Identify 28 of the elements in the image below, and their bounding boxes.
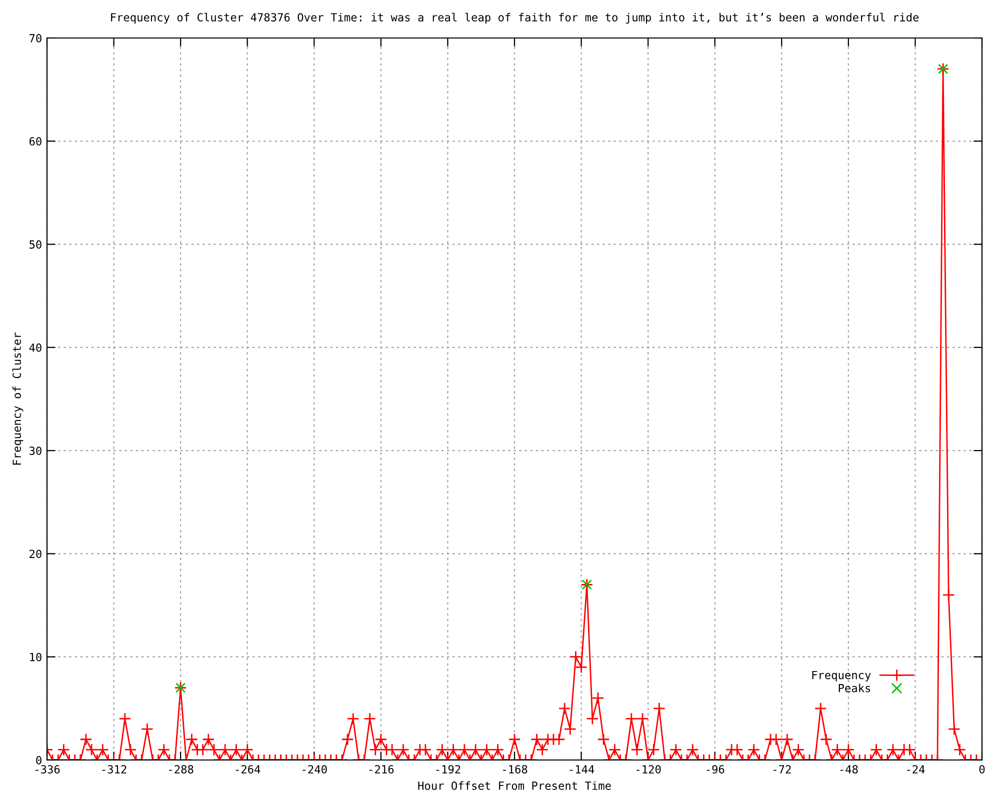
y-tick-label: 70 [30,34,42,42]
x-tick-label: -336 [36,765,60,774]
x-tick-label: -72 [774,765,791,774]
x-tick-label: 0 [979,765,985,774]
y-tick-label: 40 [29,343,42,352]
y-tick-label: 0 [36,756,42,764]
x-tick-label: -192 [436,765,460,774]
x-tick-label: -24 [907,765,925,774]
x-tick-label: -264 [236,765,260,774]
y-axis-title: Frequency of Cluster [12,332,24,465]
legend-label: Peaks [838,684,870,692]
chart-title: Frequency of Cluster 478376 Over Time: it was a real leap of faith for me to jump into it, but it’s been a wonderful ride [111,12,919,24]
y-tick-label: 50 [30,240,42,249]
x-tick-label: -96 [706,765,724,774]
y-tick-label: 60 [29,137,42,146]
x-tick-label: -120 [636,765,661,774]
x-tick-label: -144 [570,765,594,774]
x-tick-label: -312 [102,765,126,774]
y-tick-label: 10 [30,652,42,662]
x-tick-label: -168 [503,765,528,774]
x-axis-title: Hour Offset From Present Time [418,781,611,790]
x-tick-label: -48 [840,765,858,774]
x-tick-label: -216 [369,765,394,774]
y-tick-label: 30 [30,446,42,455]
y-tick-label: 20 [30,550,42,558]
legend-label: Frequency [812,670,871,682]
x-tick-label: -288 [169,765,194,774]
x-tick-label: -240 [302,765,327,774]
